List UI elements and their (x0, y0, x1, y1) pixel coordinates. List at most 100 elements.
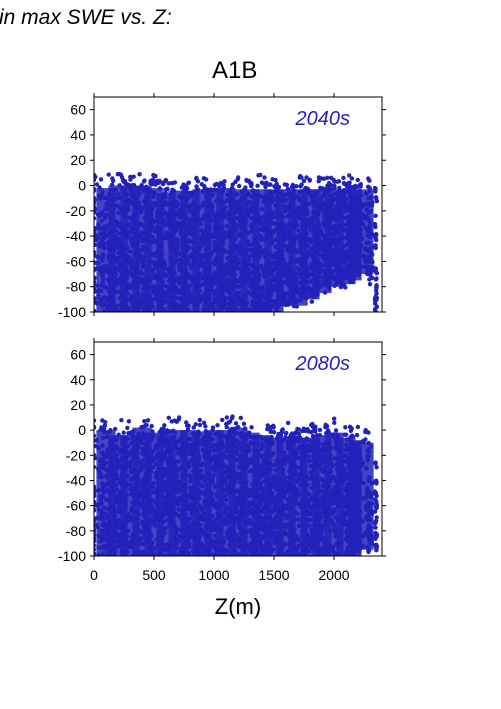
data-point (215, 447, 220, 452)
data-point (132, 467, 137, 472)
data-point (317, 275, 323, 280)
data-point (125, 297, 130, 303)
data-point (192, 279, 197, 284)
data-point (161, 194, 167, 200)
data-point (150, 284, 155, 289)
data-point (171, 213, 177, 218)
data-point (231, 471, 236, 476)
y-tick-label: -80 (66, 279, 86, 295)
data-point (243, 480, 248, 486)
data-point (192, 228, 197, 233)
data-point (188, 478, 193, 484)
data-point (129, 507, 134, 512)
data-point (141, 478, 146, 483)
data-point (106, 172, 111, 177)
data-point (227, 234, 232, 240)
data-point (123, 500, 128, 506)
data-point (101, 516, 106, 521)
data-point (259, 284, 265, 290)
data-point (125, 473, 130, 478)
data-point (208, 287, 214, 292)
data-point (121, 478, 127, 483)
data-point (139, 296, 145, 301)
data-point (232, 519, 237, 524)
data-point (117, 509, 123, 515)
data-point (148, 463, 153, 469)
data-point (279, 258, 285, 263)
data-point (367, 188, 372, 194)
data-point (323, 238, 329, 243)
data-point (140, 458, 145, 463)
data-point (117, 183, 122, 188)
data-point (357, 183, 363, 188)
data-point (140, 481, 146, 486)
data-point (218, 302, 223, 308)
data-point (191, 200, 196, 205)
data-point (158, 230, 163, 235)
data-point (210, 192, 215, 198)
data-point (299, 286, 304, 291)
data-point (213, 431, 218, 437)
data-point (182, 498, 188, 503)
data-point (227, 277, 232, 282)
data-point (253, 192, 258, 198)
data-point (172, 302, 177, 307)
data-point (99, 271, 105, 277)
data-point (94, 229, 97, 234)
data-point (289, 258, 294, 263)
data-point (229, 309, 235, 312)
data-point (96, 545, 101, 550)
data-point (288, 192, 294, 197)
data-point (150, 235, 155, 240)
data-point (193, 422, 198, 427)
data-point (219, 472, 224, 477)
data-point (131, 313, 135, 317)
data-point (243, 454, 249, 460)
data-point (248, 549, 253, 555)
data-point (336, 272, 341, 278)
data-point (151, 506, 156, 512)
data-point (184, 527, 190, 532)
data-point (354, 214, 360, 220)
data-point (246, 443, 252, 448)
data-point (261, 265, 266, 271)
data-point (236, 502, 241, 507)
data-point (236, 310, 241, 312)
data-point (151, 272, 156, 277)
data-point (250, 188, 256, 193)
data-point (223, 454, 228, 459)
data-point (203, 428, 208, 434)
data-point (140, 263, 146, 269)
data-point (302, 212, 307, 217)
data-point (124, 303, 129, 308)
data-point (117, 501, 123, 506)
data-point (207, 506, 212, 511)
data-point (187, 464, 192, 469)
data-point (314, 232, 319, 238)
data-point (226, 315, 230, 319)
data-point (150, 433, 156, 439)
data-point (189, 496, 194, 502)
data-point (94, 238, 97, 243)
data-point (318, 244, 323, 249)
data-point (197, 488, 202, 493)
data-point (124, 460, 130, 466)
data-point (222, 266, 227, 271)
data-point (159, 513, 164, 519)
data-point (274, 197, 279, 202)
data-point (236, 200, 241, 205)
data-point (215, 423, 220, 428)
data-point (321, 220, 326, 225)
data-point (145, 442, 150, 447)
data-point (328, 213, 334, 218)
data-point (218, 310, 223, 312)
data-point (101, 543, 107, 549)
data-point (117, 245, 123, 250)
data-point (129, 199, 134, 205)
data-point (328, 237, 333, 242)
data-point (140, 462, 145, 468)
data-point (146, 300, 151, 305)
data-point (281, 280, 287, 285)
data-point (230, 226, 235, 231)
data-point (112, 486, 117, 492)
